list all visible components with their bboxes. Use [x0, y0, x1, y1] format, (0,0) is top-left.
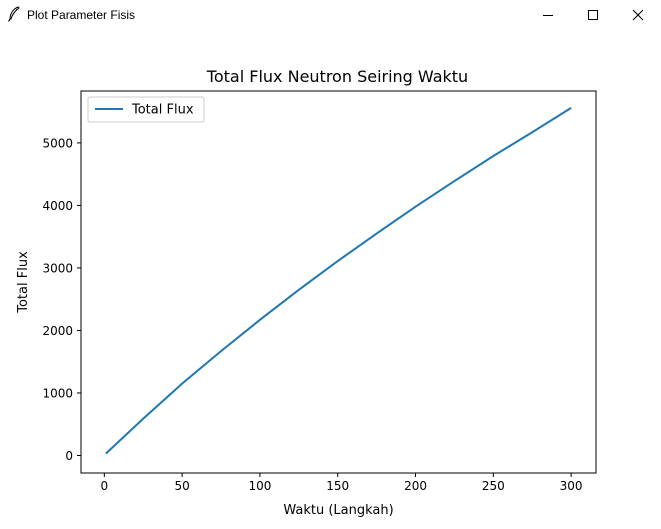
x-tick-label: 150: [326, 479, 349, 493]
legend: Total Flux: [87, 96, 205, 123]
series-line-total-flux: [105, 107, 572, 455]
chart-title: Total Flux Neutron Seiring Waktu: [206, 67, 468, 86]
close-button[interactable]: [615, 0, 661, 30]
title-bar[interactable]: Plot Parameter Fisis: [0, 0, 661, 30]
x-axis-ticks: 0 50 100 150 200 250 300: [101, 473, 583, 493]
y-tick-label: 5000: [42, 136, 73, 150]
close-icon: [632, 9, 644, 21]
x-tick-label: 50: [174, 479, 189, 493]
y-axis-label: Total Flux: [16, 251, 31, 314]
x-tick-label: 200: [404, 479, 427, 493]
minimize-icon: [543, 15, 553, 16]
series-layer: [105, 107, 572, 455]
y-tick-label: 4000: [42, 199, 73, 213]
maximize-icon: [588, 10, 598, 20]
legend-label: Total Flux: [131, 103, 194, 118]
x-tick-label: 300: [560, 479, 583, 493]
y-tick-label: 1000: [42, 386, 73, 400]
maximize-button[interactable]: [570, 0, 616, 30]
y-tick-label: 0: [65, 449, 73, 463]
legend-box: [87, 96, 205, 123]
x-tick-label: 0: [101, 479, 109, 493]
x-axis-label: Waktu (Langkah): [283, 503, 393, 518]
plot-canvas: Total Flux Neutron Seiring Waktu 0 50 100 1…: [0, 30, 661, 529]
y-axis-ticks: 0 1000 2000 3000 4000 5000: [42, 136, 81, 463]
y-tick-label: 3000: [42, 261, 73, 275]
feather-icon: [7, 6, 20, 22]
minimize-button[interactable]: [525, 0, 571, 30]
x-tick-label: 250: [482, 479, 505, 493]
line-chart: Total Flux Neutron Seiring Waktu 0 50 100 1…: [16, 67, 597, 518]
window-title: Plot Parameter Fisis: [27, 8, 136, 22]
x-tick-label: 100: [248, 479, 271, 493]
axes-frame: [80, 90, 597, 474]
y-tick-label: 2000: [42, 324, 73, 338]
